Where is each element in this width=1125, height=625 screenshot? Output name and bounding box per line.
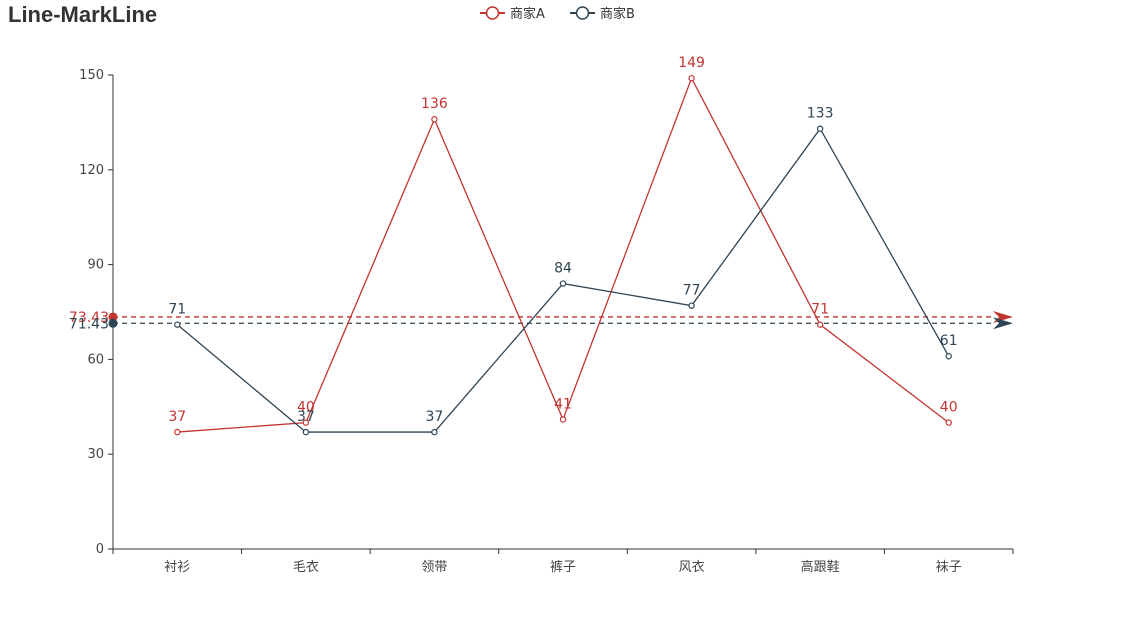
legend-item[interactable]: 商家B	[570, 6, 635, 22]
x-tick-label: 袜子	[936, 560, 962, 575]
x-tick-label: 毛衣	[293, 559, 319, 575]
chart-title: Line-MarkLine	[8, 2, 158, 27]
x-tick-label: 高跟鞋	[801, 559, 840, 575]
data-point	[816, 321, 824, 328]
data-point	[816, 125, 824, 132]
y-tick-label: 60	[87, 352, 104, 367]
markline-label: 71.43	[69, 316, 109, 332]
legend-label: 商家A	[510, 6, 545, 22]
x-tick-label: 风衣	[679, 559, 705, 575]
markline-start-dot	[108, 312, 118, 322]
data-point	[945, 419, 952, 426]
x-tick-label: 衬衫	[164, 560, 190, 575]
data-point	[431, 428, 438, 436]
markline-label: 73.43	[69, 310, 109, 326]
data-point	[559, 280, 567, 287]
y-tick-label: 150	[79, 68, 104, 83]
markline-start-dot	[108, 318, 118, 328]
data-label: 149	[678, 55, 705, 71]
data-label: 84	[554, 261, 572, 277]
data-point	[302, 428, 310, 436]
data-point	[174, 321, 181, 328]
data-label: 37	[168, 409, 186, 425]
data-point	[431, 116, 438, 123]
data-point	[302, 419, 310, 426]
data-point	[174, 428, 181, 436]
legend-marker-icon	[575, 6, 590, 20]
data-point	[688, 302, 695, 309]
x-tick-label: 领带	[421, 560, 447, 575]
legend-label: 商家B	[600, 6, 635, 22]
legend: 商家A 商家B	[480, 6, 635, 22]
data-label: 71	[811, 302, 829, 318]
y-tick-label: 0	[96, 542, 104, 557]
data-point	[559, 416, 567, 423]
y-tick-label: 120	[79, 163, 104, 178]
data-label: 37	[426, 409, 444, 425]
legend-item[interactable]: 商家A	[480, 6, 545, 22]
data-label: 40	[297, 400, 315, 416]
data-label: 133	[807, 106, 834, 122]
series-line	[177, 76, 950, 433]
data-label: 61	[940, 333, 958, 349]
data-point	[945, 353, 952, 360]
data-label: 77	[683, 283, 701, 299]
data-point	[688, 74, 695, 82]
markline-arrow-icon	[993, 317, 1013, 330]
data-label: 40	[940, 400, 958, 416]
data-label: 136	[421, 96, 448, 112]
data-label: 71	[168, 302, 186, 318]
legend-marker-icon	[485, 6, 500, 20]
y-tick-label: 30	[87, 447, 104, 462]
x-tick-label: 裤子	[550, 560, 576, 575]
data-label: 41	[554, 396, 572, 412]
y-tick-label: 90	[87, 258, 104, 273]
data-label: 37	[297, 409, 315, 425]
